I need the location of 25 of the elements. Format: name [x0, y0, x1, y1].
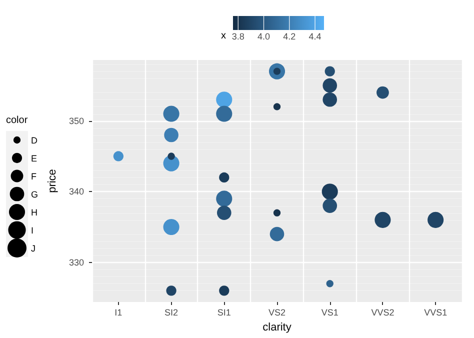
x-tick-label: I1 — [114, 308, 122, 318]
legend-label: H — [31, 208, 38, 218]
color-bar-label: 3.8 — [232, 32, 244, 42]
legend-label: I — [31, 226, 34, 236]
color-bar-label: 4.2 — [283, 32, 296, 42]
legend-label: J — [31, 244, 36, 254]
color-bar-label: 4.4 — [308, 32, 322, 42]
x-tick-label: SI2 — [164, 308, 178, 318]
x-tick-label: VS1 — [321, 308, 338, 318]
x-tick-label: VVS2 — [371, 308, 394, 318]
legend-label: G — [31, 190, 38, 200]
x-tick-label: VS2 — [268, 308, 286, 318]
x-tick-label: SI1 — [217, 308, 231, 318]
legend-label: D — [31, 136, 38, 146]
y-tick-label: 350 — [68, 116, 84, 126]
legend-label: E — [31, 154, 38, 164]
y-tick-label: 330 — [68, 257, 84, 268]
legend-label: F — [31, 172, 37, 182]
color-bar-label: 4.0 — [258, 32, 270, 42]
color-bar-title: x — [221, 30, 226, 42]
x-axis-title: clarity — [262, 322, 292, 334]
y-axis-title: price — [46, 169, 59, 193]
legend-title: color — [6, 115, 28, 126]
y-tick-label: 340 — [68, 186, 84, 197]
x-tick-label: VVS1 — [424, 308, 448, 318]
